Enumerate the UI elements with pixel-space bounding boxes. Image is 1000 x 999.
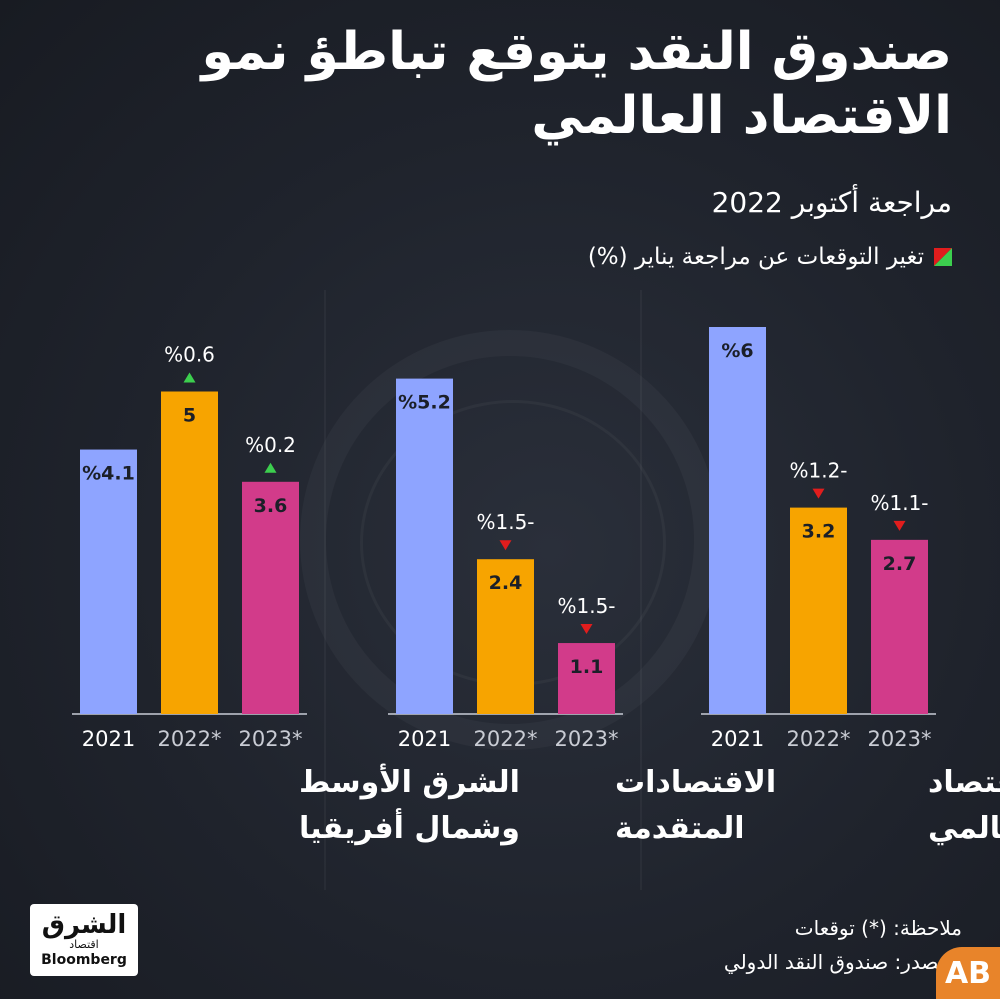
down-arrow-icon [893, 520, 906, 531]
corner-badge: AB [936, 947, 1000, 999]
category-label: 2023* [868, 727, 932, 751]
category-label: 2021 [82, 727, 135, 751]
down-arrow-icon [499, 540, 512, 551]
change-label: %1.2- [789, 459, 847, 483]
bar [871, 539, 928, 714]
category-label: 2022* [787, 727, 851, 751]
logo-arabic-sub: اقتصاد [69, 938, 99, 951]
bar [709, 327, 766, 714]
bar [477, 559, 534, 714]
page-subtitle: مراجعة أكتوبر 2022 [711, 186, 952, 219]
group-name-label: العالمي [928, 811, 1000, 846]
bar [790, 507, 847, 714]
logo-bloomberg: Bloomberg [41, 952, 127, 968]
category-label: 2022* [158, 727, 222, 751]
bar [558, 643, 615, 714]
change-label: %0.6 [164, 343, 215, 367]
change-label: %1.1- [870, 491, 928, 515]
group-name-label: المتقدمة [615, 811, 745, 846]
bar-value-label: %4.1 [82, 463, 135, 485]
publisher-logo: الشرق اقتصاد Bloomberg [30, 904, 138, 976]
down-arrow-icon [580, 624, 593, 635]
bar [80, 449, 137, 714]
bar-value-label: 5 [183, 405, 196, 427]
change-label: %0.2 [245, 433, 296, 457]
up-arrow-icon [183, 372, 196, 383]
bar-value-label: %6 [721, 340, 753, 362]
group-name-label: الاقتصادات [615, 765, 776, 800]
category-label: 2022* [474, 727, 538, 751]
group-name-label: الاقتصاد [928, 765, 1000, 800]
legend-swatch-icon [934, 248, 952, 266]
legend: تغير التوقعات عن مراجعة يناير (%) [588, 244, 952, 270]
bar-value-label: %5.2 [398, 392, 451, 414]
bar-value-label: 3.6 [254, 495, 288, 517]
group-name-label: وشمال أفريقيا [299, 808, 520, 846]
bar-value-label: 2.4 [489, 572, 523, 594]
category-label: 2023* [239, 727, 303, 751]
category-label: 2021 [711, 727, 764, 751]
change-label: %1.5- [476, 510, 534, 534]
bar [242, 481, 299, 714]
group-name-label: الشرق الأوسط [299, 763, 520, 800]
footer-note: ملاحظة: (*) توقعات [794, 916, 962, 940]
category-label: 2023* [555, 727, 619, 751]
category-label: 2021 [398, 727, 451, 751]
logo-arabic: الشرق [41, 910, 127, 940]
footer-source: المصدر: صندوق النقد الدولي [723, 950, 962, 974]
bar [396, 378, 453, 714]
change-label: %1.5- [557, 594, 615, 618]
bar [161, 391, 218, 714]
page-title: صندوق النقد يتوقع تباطؤ نمو الاقتصاد الع… [201, 22, 952, 146]
down-arrow-icon [812, 488, 825, 499]
up-arrow-icon [264, 462, 277, 473]
legend-label: تغير التوقعات عن مراجعة يناير (%) [587, 244, 924, 270]
bar-value-label: 2.7 [883, 553, 917, 575]
bar-value-label: 1.1 [570, 656, 604, 678]
bar-value-label: 3.2 [802, 521, 836, 543]
